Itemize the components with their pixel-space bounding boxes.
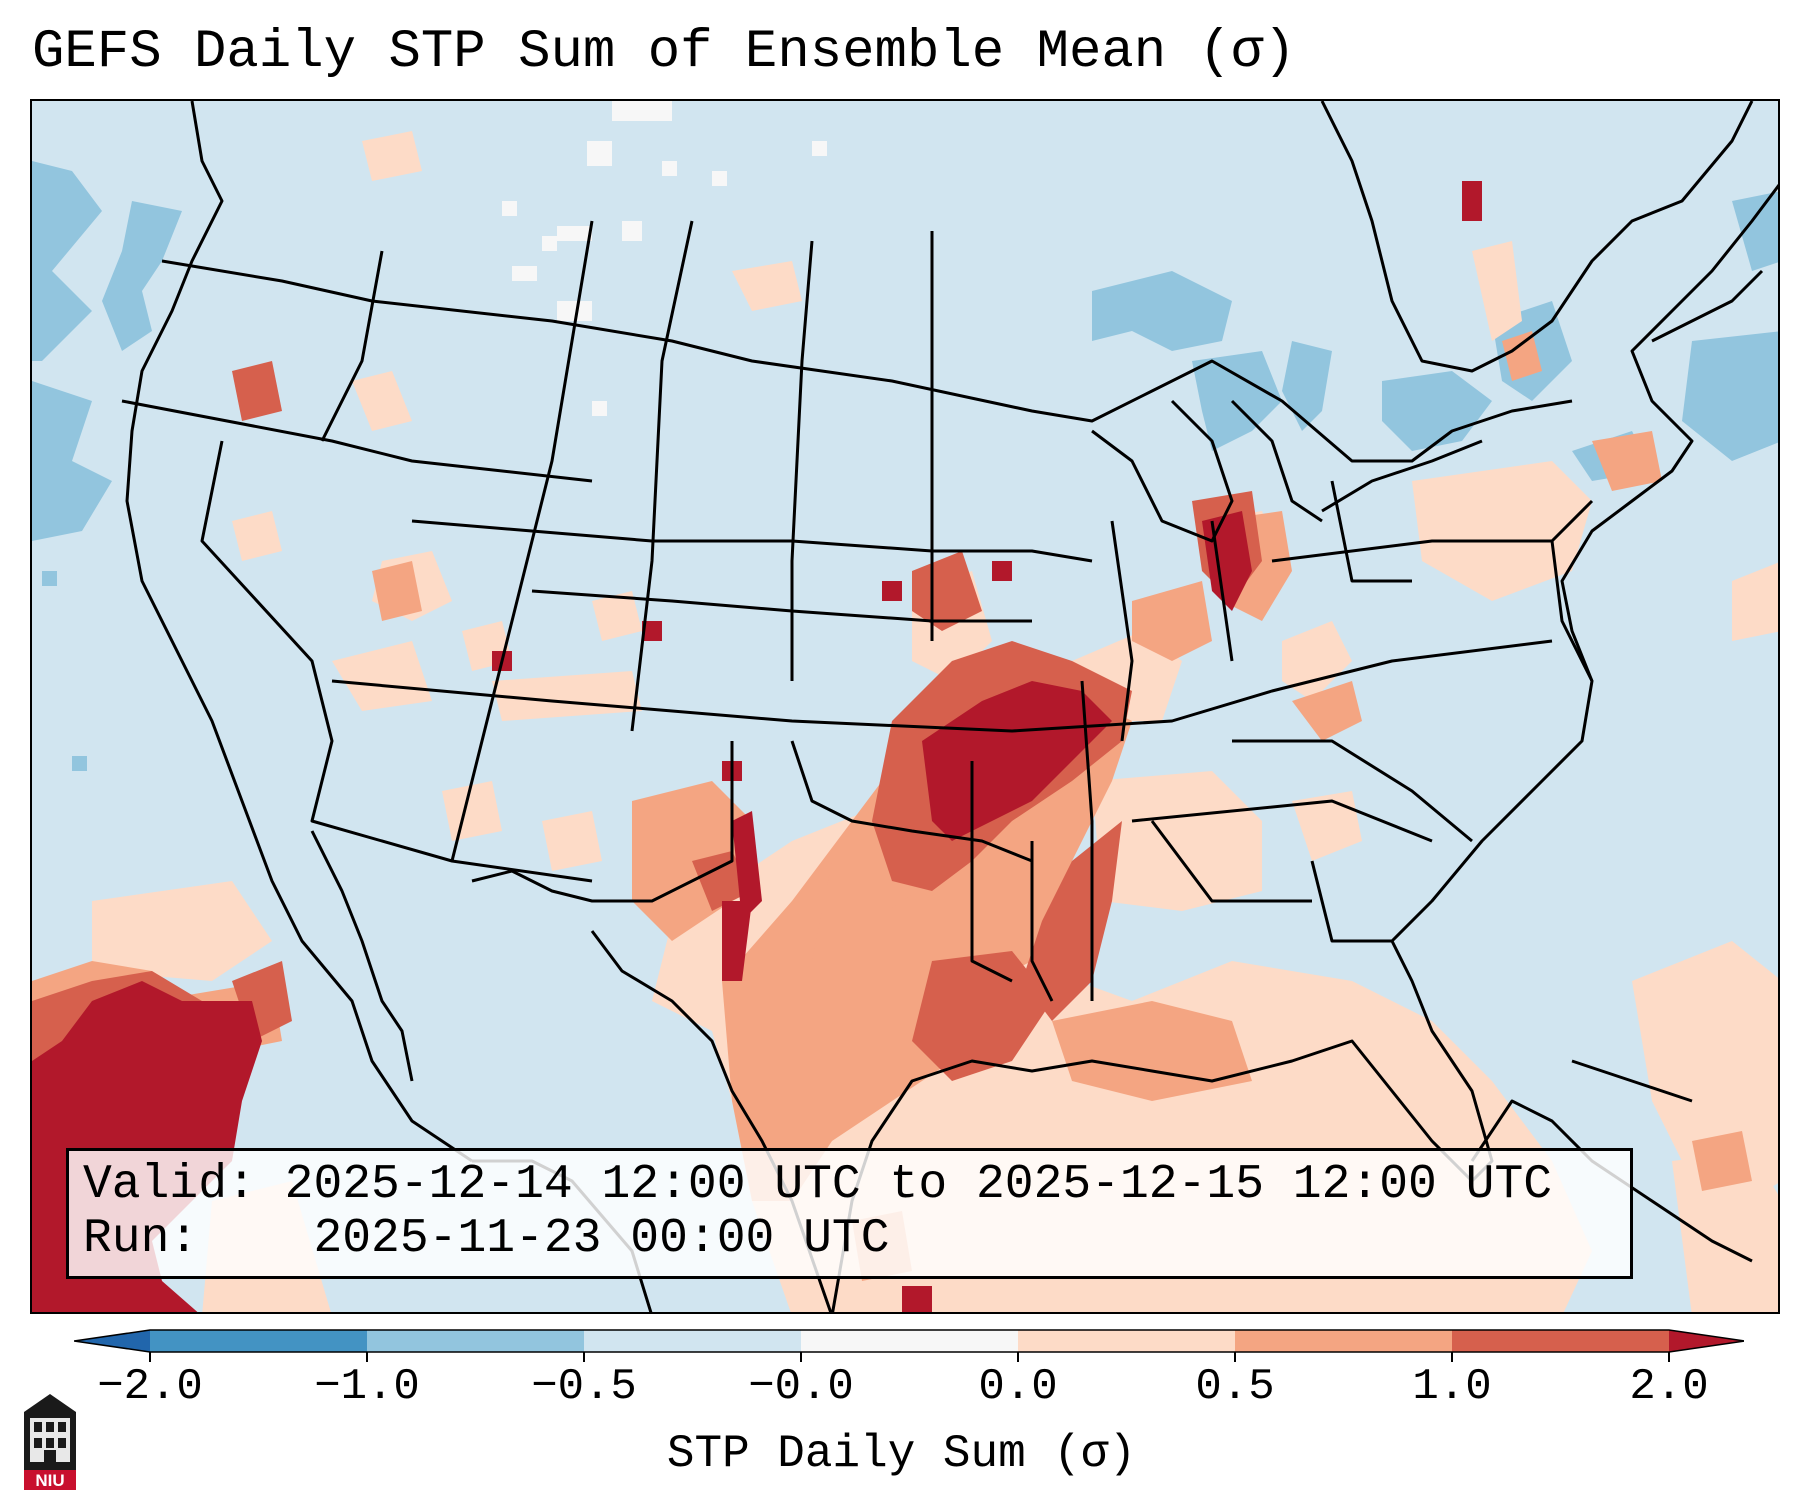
- colorbar-bin-5: [1235, 1330, 1453, 1352]
- tick-label-7: 2.0: [1629, 1362, 1709, 1412]
- colorbar-under-extend: [74, 1330, 150, 1352]
- colorbar-bins: [74, 1329, 1744, 1353]
- colorbar-bin-1: [367, 1330, 585, 1352]
- colorbar: [74, 1329, 1744, 1362]
- tick-label-1: −1.0: [314, 1362, 420, 1412]
- valid-label: Valid:: [83, 1158, 256, 1212]
- niu-logo-icon: NIU: [24, 1394, 76, 1490]
- colorbar-label: STP Daily Sum (σ): [666, 1428, 1137, 1480]
- tick-label-6: 1.0: [1412, 1362, 1492, 1412]
- near-zero-cells: [502, 101, 827, 416]
- tick-label-2: −0.5: [531, 1362, 637, 1412]
- colorbar-bin-6: [1452, 1330, 1670, 1352]
- valid-value: 2025-12-14 12:00 UTC to 2025-12-15 12:00…: [284, 1158, 1553, 1212]
- run-value: 2025-11-23 00:00 UTC: [313, 1212, 890, 1266]
- colorbar-bin-4: [1018, 1330, 1236, 1352]
- run-label: Run:: [83, 1212, 199, 1266]
- logo-text: NIU: [35, 1471, 64, 1490]
- tick-label-5: 0.5: [1195, 1362, 1275, 1412]
- tick-label-3: −0.0: [748, 1362, 854, 1412]
- tick-label-4: 0.0: [978, 1362, 1058, 1412]
- map-panel: [30, 99, 1780, 1314]
- valid-run-info-box: Valid: 2025-12-14 12:00 UTC to 2025-12-1…: [66, 1148, 1633, 1279]
- colorbar-bin-0: [150, 1330, 368, 1352]
- chart-title: GEFS Daily STP Sum of Ensemble Mean (σ): [32, 22, 1296, 83]
- colorbar-ticks: [149, 1352, 1670, 1362]
- tick-label-0: −2.0: [97, 1362, 203, 1412]
- stp-map: [32, 101, 1778, 1312]
- colorbar-over-extend: [1669, 1330, 1744, 1352]
- colorbar-bin-3: [801, 1330, 1019, 1352]
- colorbar-bin-2: [584, 1330, 802, 1352]
